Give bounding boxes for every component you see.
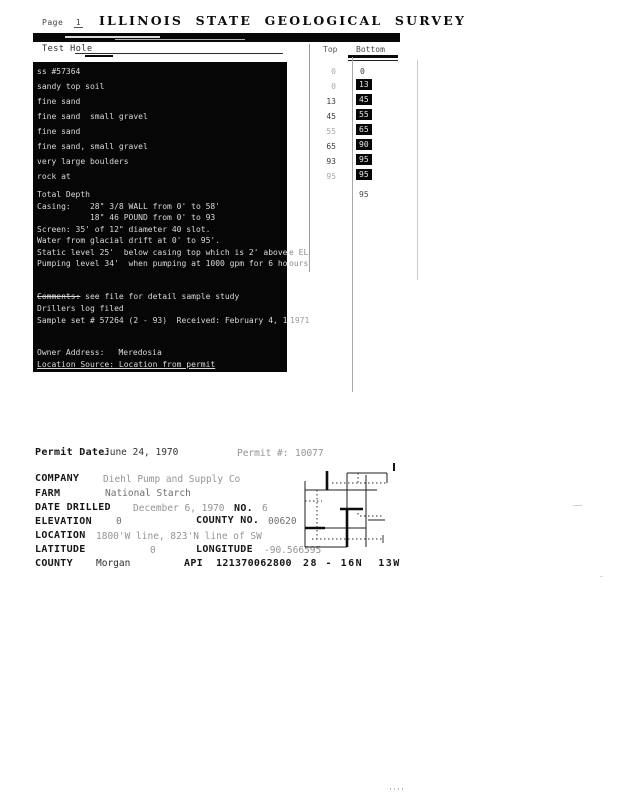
owner-address-value: Meredosia [118, 348, 162, 357]
spill-pumping: ours [289, 259, 309, 268]
longitude-label: LONGITUDE [196, 544, 253, 555]
latitude-value: 0 [150, 545, 156, 556]
stratum-description: fine sand small gravel [37, 112, 148, 121]
comments-label: Comments: [37, 292, 81, 301]
page-number: 1 [73, 18, 84, 28]
stratum-top-depth: 0 [331, 82, 336, 91]
header-divider-bar [33, 33, 400, 42]
well-detail-line: Static level 25' below casing top which … [37, 247, 287, 257]
well-detail-line: Water from glacial drift at 0' to 95'. [37, 236, 221, 245]
comments-text: see file for detail sample study [80, 292, 240, 301]
stratum-bottom-depth: 95 [356, 169, 372, 180]
column-header-top: Top [323, 45, 338, 54]
stratum-description: fine sand [37, 97, 81, 106]
stratum-bottom-depth: 13 [356, 79, 372, 90]
date-drilled-value: December 6, 1970 [133, 503, 225, 514]
stratum-bottom-depth: 0 [360, 67, 365, 76]
stratum-description: fine sand [37, 127, 81, 136]
well-detail-line: 18" 46 POUND from 0' to 93 [37, 213, 216, 222]
drillers-log-line: Drillers log filed [37, 304, 124, 313]
scan-tick-mark [393, 463, 395, 471]
permit-number-label: Permit #: [237, 448, 289, 459]
location-value: 1800'W line, 823'N line of SW [96, 531, 262, 542]
stratum-bottom-depth: 95 [356, 154, 372, 165]
spill-received-year: 1971 [290, 316, 310, 325]
elevation-value: 0 [116, 516, 122, 527]
county-label: COUNTY [35, 558, 73, 569]
county-number-value: 00620 [268, 516, 297, 527]
owner-address-line: Owner Address: Meredosia [37, 348, 162, 358]
column-separator [309, 44, 310, 272]
well-detail-line: Casing: 28" 3/8 WALL from 0' to 58' [37, 201, 221, 211]
stratum-description: sandy top soil [37, 82, 105, 91]
scan-streak [115, 39, 245, 40]
column-separator [352, 57, 353, 392]
well-number-label: NO. [234, 503, 253, 514]
scan-artifact [573, 505, 582, 506]
well-detail-line: Pumping level 34' when pumping at 1000 g… [37, 259, 287, 268]
page-label: Page 1 [42, 18, 84, 28]
column-separator [417, 60, 418, 280]
location-source-line: Location Source: Location from permit [37, 360, 216, 369]
column-header-bottom: Bottom [356, 45, 385, 54]
comments-line: Comments: see file for detail sample stu… [37, 292, 239, 302]
stratum-top-depth: 13 [326, 97, 336, 106]
stratum-description: rock at [37, 172, 71, 181]
section-label-test-hole: Test Hole [42, 44, 93, 54]
scan-streak [65, 36, 160, 38]
bottom-header-rule [348, 55, 398, 58]
well-detail-line: Total Depth [37, 190, 90, 199]
stratum-bottom-depth: 45 [356, 94, 372, 105]
document-title: ILLINOIS STATE GEOLOGICAL SURVEY [99, 13, 467, 28]
underline-rule [75, 53, 283, 54]
total-depth-value: 95 [359, 190, 369, 199]
stratum-top-depth: 95 [326, 172, 336, 181]
permit-date-value: June 24, 1970 [104, 447, 179, 458]
company-label: COMPANY [35, 473, 80, 484]
underline-rule [85, 55, 113, 57]
stratum-description: very large boulders [37, 157, 129, 166]
elevation-label: ELEVATION [35, 516, 92, 527]
company-value: Diehl Pump and Supply Co [103, 474, 241, 485]
well-number-value: 6 [262, 503, 268, 514]
township-range: 28 - 16N 13W [303, 558, 401, 569]
stratum-top-depth: 55 [326, 127, 336, 136]
permit-date-label: Permit Date: [35, 447, 111, 458]
longitude-value: -90.566595 [264, 545, 322, 556]
date-drilled-label: DATE DRILLED [35, 502, 111, 513]
stratum-top-depth: 93 [326, 157, 336, 166]
stratum-bottom-depth: 55 [356, 109, 372, 120]
stratum-top-depth: 65 [326, 142, 336, 151]
plat-map [304, 471, 388, 548]
bottom-header-rule [348, 60, 398, 61]
scan-artifact [600, 576, 603, 577]
farm-value: National Starch [105, 488, 191, 499]
county-number-label: COUNTY NO. [196, 515, 260, 526]
well-detail-line: Screen: 35' of 12" diameter 40 slot. [37, 224, 211, 234]
stratum-top-depth: 45 [326, 112, 336, 121]
page-word: Page [42, 18, 64, 27]
location-label: LOCATION [35, 530, 86, 541]
api-label: API [184, 558, 203, 569]
sample-set-line: Sample set # 57264 (2 - 93) Received: Fe… [37, 316, 287, 325]
county-value: Morgan [96, 558, 131, 569]
stratum-bottom-depth: 90 [356, 139, 372, 150]
latitude-label: LATITUDE [35, 544, 86, 555]
stratum-top-depth: 0 [331, 67, 336, 76]
scan-artifact [390, 788, 404, 790]
spill-static-level: e EL [289, 248, 309, 257]
stratum-description: ss #57364 [37, 67, 81, 76]
owner-address-label: Owner Address: [37, 348, 105, 357]
stratum-description: fine sand, small gravel [37, 142, 148, 151]
farm-label: FARM [35, 488, 61, 499]
stratum-bottom-depth: 65 [356, 124, 372, 135]
api-number: 121370062800 [216, 558, 292, 569]
well-log-negative-block: ss #57364 sandy top soil fine sand fine san… [33, 62, 287, 372]
permit-number-value: 10077 [295, 448, 324, 459]
